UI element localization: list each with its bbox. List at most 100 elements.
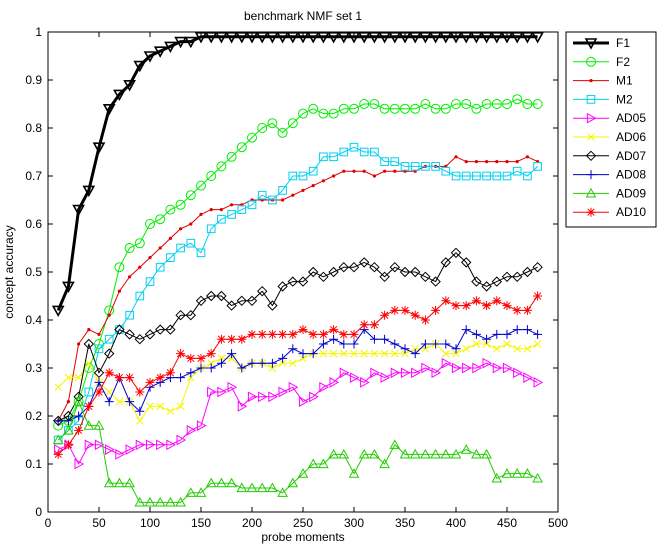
- x-axis-label: probe moments: [261, 530, 344, 544]
- data-point-ad06: [64, 373, 73, 382]
- data-point-ad05: [431, 367, 442, 379]
- y-tick-label: 0.3: [25, 361, 42, 375]
- data-point-ad10: [237, 334, 247, 344]
- data-point-ad05: [84, 439, 95, 451]
- data-point-ad09: [318, 458, 329, 469]
- data-point-f2: [287, 118, 298, 129]
- data-point-ad07: [93, 367, 105, 379]
- data-point-ad05: [186, 425, 197, 436]
- data-point-m2: [472, 171, 481, 181]
- data-point-ad05: [94, 439, 105, 451]
- data-point-f2: [349, 103, 359, 114]
- data-point-m1: [138, 265, 142, 269]
- legend-item-ad10: AD10: [573, 205, 646, 219]
- data-point-ad06: [533, 340, 542, 348]
- data-point-ad10: [471, 296, 481, 306]
- data-point-ad09: [471, 448, 482, 459]
- data-point-ad08: [125, 397, 135, 407]
- data-point-m2: [339, 147, 349, 157]
- data-point-m2: [482, 171, 491, 181]
- data-point-m2: [298, 171, 308, 181]
- data-point-f1: [521, 31, 534, 44]
- data-point-ad07: [205, 290, 217, 302]
- data-point-f1: [490, 31, 504, 44]
- legend-label: F2: [616, 55, 630, 69]
- legend-item-ad09: AD09: [573, 186, 646, 200]
- data-point-ad07: [185, 309, 197, 321]
- data-point-m1: [66, 400, 70, 404]
- data-point-f1: [102, 104, 116, 116]
- data-point-f2: [257, 123, 268, 133]
- data-point-f2: [114, 262, 125, 273]
- data-point-m2: [359, 147, 369, 157]
- series-line-f2: [57, 98, 538, 427]
- data-point-ad10: [410, 310, 420, 320]
- data-point-ad06: [299, 354, 307, 363]
- data-point-ad09: [389, 439, 401, 449]
- y-tick-label: 0.8: [25, 121, 42, 135]
- data-point-ad10: [349, 329, 359, 339]
- data-point-ad07: [297, 276, 309, 287]
- data-point-ad08: [329, 334, 339, 344]
- data-point-f1: [225, 31, 238, 44]
- data-point-f1: [204, 31, 218, 44]
- data-point-ad07: [195, 295, 207, 307]
- data-point-ad05: [156, 439, 166, 451]
- data-point-m1: [485, 160, 489, 164]
- data-point-ad09: [63, 424, 74, 435]
- legend-label: AD05: [616, 111, 646, 125]
- y-axis-label: concept accuracy: [2, 225, 16, 318]
- data-point-ad08: [502, 329, 512, 339]
- data-point-ad08: [318, 339, 328, 349]
- data-point-m2: [502, 171, 512, 181]
- legend-marker: [589, 79, 593, 83]
- data-point-ad07: [358, 257, 370, 268]
- data-point-ad08: [512, 325, 522, 335]
- data-point-ad05: [502, 362, 513, 374]
- data-point-f2: [512, 94, 523, 105]
- data-point-ad10: [94, 387, 104, 397]
- data-point-ad10: [512, 305, 522, 315]
- data-point-ad06: [339, 349, 348, 358]
- data-point-f1: [235, 31, 249, 44]
- data-point-ad06: [278, 359, 287, 368]
- data-point-ad09: [450, 448, 462, 459]
- data-point-m2: [94, 344, 104, 354]
- data-point-f2: [267, 118, 278, 129]
- data-point-ad09: [103, 477, 115, 488]
- data-point-ad07: [409, 266, 421, 278]
- data-point-f1: [531, 31, 544, 44]
- data-point-f1: [174, 36, 187, 49]
- data-point-ad07: [522, 266, 533, 278]
- data-point-ad05: [533, 377, 544, 388]
- y-tick-label: 0.5: [25, 265, 42, 279]
- data-point-m2: [349, 142, 359, 152]
- series-ad10: [53, 291, 543, 459]
- legend-item-m2: M2: [573, 92, 633, 106]
- data-point-f1: [470, 31, 483, 44]
- data-point-ad08: [420, 339, 430, 349]
- data-point-ad09: [409, 448, 421, 459]
- series-m2: [53, 142, 542, 445]
- data-point-m2: [308, 166, 318, 176]
- data-point-f1: [143, 51, 157, 63]
- data-point-ad05: [400, 367, 411, 379]
- data-point-f1: [439, 31, 453, 44]
- legend-label: AD10: [616, 205, 646, 219]
- x-tick-label: 450: [497, 516, 517, 530]
- legend-label: AD06: [616, 130, 646, 144]
- data-point-ad08: [369, 334, 379, 344]
- data-point-ad07: [450, 247, 462, 259]
- data-point-f2: [185, 190, 196, 201]
- data-point-f1: [255, 31, 269, 44]
- data-point-ad05: [74, 458, 85, 470]
- data-point-ad08: [390, 339, 400, 349]
- data-point-m2: [196, 248, 206, 258]
- data-point-ad06: [482, 340, 491, 348]
- data-point-ad10: [165, 368, 175, 378]
- data-point-f1: [276, 31, 289, 44]
- data-point-ad09: [501, 468, 513, 478]
- data-point-ad06: [350, 349, 358, 358]
- data-point-m2: [125, 310, 134, 320]
- data-point-m1: [199, 212, 203, 216]
